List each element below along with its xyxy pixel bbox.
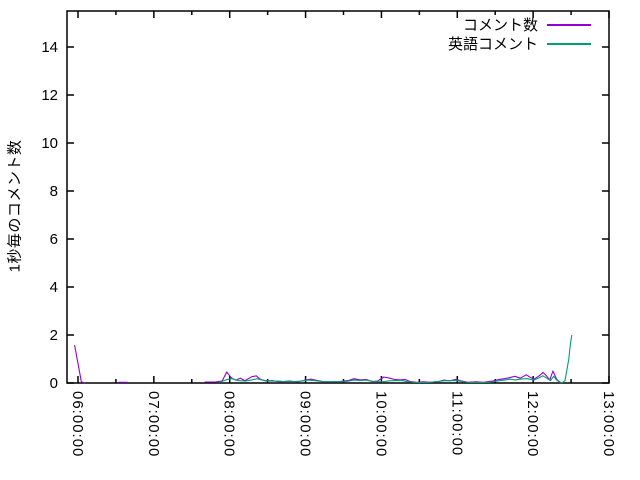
- y-tick-label: 6: [50, 231, 58, 248]
- legend-item-english-comments: 英語コメント: [448, 34, 591, 53]
- legend-label-english-comments: 英語コメント: [447, 36, 538, 53]
- legend-line-sample-comments: [547, 23, 591, 26]
- x-tick-label: 07:00:00: [145, 391, 162, 457]
- legend-item-comments: コメント数: [463, 15, 591, 34]
- y-tick-label: 10: [41, 135, 58, 152]
- x-tick-label: 11:00:00: [448, 391, 465, 456]
- plot-border: [66, 10, 610, 384]
- legend: コメント数 英語コメント: [448, 15, 591, 53]
- y-tick-label: 2: [50, 327, 58, 344]
- y-axis-title: 1秒毎のコメント数: [6, 139, 24, 273]
- x-tick-label: 06:00:00: [69, 391, 86, 457]
- y-tick-label: 0: [50, 375, 58, 392]
- x-tick-label: 09:00:00: [297, 391, 314, 457]
- x-tick-label: 10:00:00: [372, 391, 389, 457]
- x-tick-label: 13:00:00: [600, 391, 617, 457]
- series-line-0: [74, 345, 86, 384]
- legend-label-comments: コメント数: [462, 17, 538, 34]
- y-tick-label: 14: [41, 39, 58, 56]
- y-tick-label: 12: [41, 87, 58, 104]
- legend-line-sample-english-comments: [547, 42, 591, 45]
- series-line-1: [218, 334, 573, 384]
- x-tick-label: 12:00:00: [524, 391, 541, 457]
- y-tick-label: 4: [50, 279, 58, 296]
- x-tick-label: 08:00:00: [221, 391, 238, 457]
- y-tick-label: 8: [50, 183, 58, 200]
